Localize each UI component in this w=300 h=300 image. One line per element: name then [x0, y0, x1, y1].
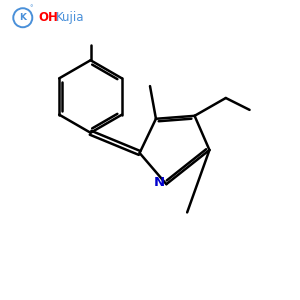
- Text: N: N: [154, 176, 165, 189]
- Text: K: K: [19, 13, 26, 22]
- Text: OH: OH: [38, 11, 58, 24]
- Text: °: °: [29, 5, 33, 11]
- Text: Kujia: Kujia: [56, 11, 85, 24]
